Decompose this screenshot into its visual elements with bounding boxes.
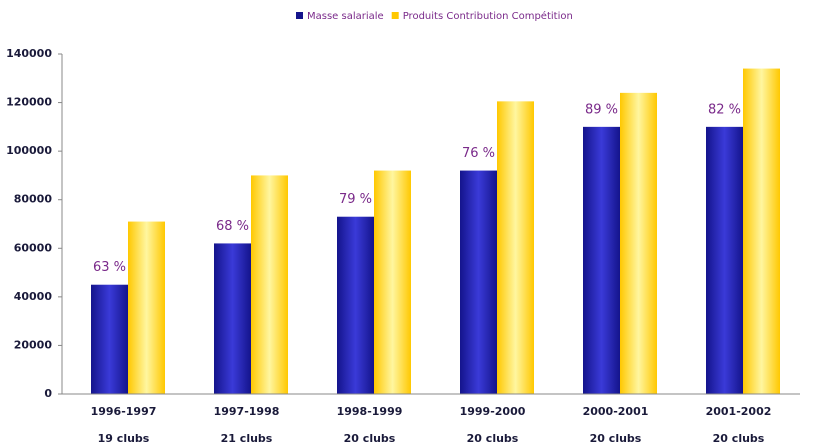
x-tick-label: 2000-2001 xyxy=(583,405,649,418)
x-tick-label: 2001-2002 xyxy=(706,405,772,418)
y-tick-label: 60000 xyxy=(14,241,53,254)
x-tick-sublabel: 19 clubs xyxy=(98,432,150,445)
x-tick-sublabel: 20 clubs xyxy=(590,432,642,445)
x-tick-sublabel: 20 clubs xyxy=(713,432,765,445)
bar xyxy=(91,284,128,394)
ratio-label: 76 % xyxy=(462,146,495,161)
legend-label: Masse salariale xyxy=(307,11,384,22)
legend-label: Produits Contribution Compétition xyxy=(403,10,573,22)
x-tick-label: 1996-1997 xyxy=(91,405,157,418)
x-tick-label: 1997-1998 xyxy=(214,405,280,418)
bar xyxy=(251,175,288,394)
bar xyxy=(337,216,374,394)
bar xyxy=(743,68,780,395)
bar xyxy=(128,221,165,394)
ratio-label: 82 % xyxy=(708,102,741,117)
ratio-label: 63 % xyxy=(93,260,126,275)
ratio-label: 68 % xyxy=(216,219,249,234)
y-tick-label: 20000 xyxy=(14,338,53,351)
x-tick-label: 1998-1999 xyxy=(337,405,403,418)
y-tick-label: 40000 xyxy=(14,290,53,303)
ratio-label: 79 % xyxy=(339,192,372,207)
ratio-label: 89 % xyxy=(585,102,618,117)
x-tick-label: 1999-2000 xyxy=(460,405,526,418)
legend-swatch xyxy=(296,12,303,19)
x-tick-sublabel: 21 clubs xyxy=(221,432,273,445)
bar xyxy=(620,92,657,394)
bar xyxy=(706,126,743,394)
y-tick-label: 80000 xyxy=(14,193,53,206)
y-tick-label: 120000 xyxy=(6,96,52,109)
bar xyxy=(583,126,620,394)
x-tick-sublabel: 20 clubs xyxy=(344,432,396,445)
bar xyxy=(214,243,251,394)
y-tick-label: 100000 xyxy=(6,144,52,157)
y-tick-label: 0 xyxy=(44,387,52,400)
bar xyxy=(497,101,534,394)
legend-swatch xyxy=(391,12,399,19)
bar xyxy=(460,170,497,394)
x-tick-sublabel: 20 clubs xyxy=(467,432,519,445)
y-tick-label: 140000 xyxy=(6,47,52,60)
bar xyxy=(374,170,411,394)
